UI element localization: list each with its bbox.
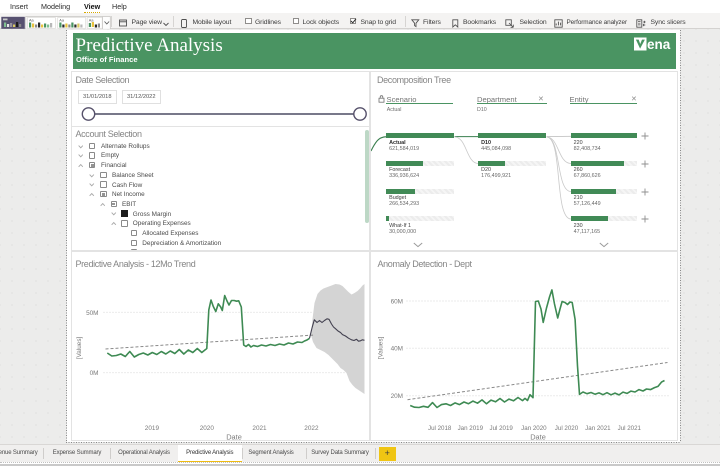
svg-text:Jul 2020: Jul 2020 [554, 425, 578, 432]
svg-text:60M: 60M [390, 298, 402, 305]
svg-text:[Values]: [Values] [76, 336, 83, 359]
svg-text:2019: 2019 [144, 425, 159, 432]
svg-text:ena: ena [647, 37, 671, 51]
svg-text:Aa: Aa [59, 19, 65, 23]
svg-text:Date: Date [530, 433, 546, 441]
svg-text:[Values]: [Values] [377, 336, 384, 359]
svg-text:Jan 2019: Jan 2019 [457, 425, 483, 432]
svg-text:Date: Date [226, 433, 242, 441]
svg-text:Jan 2020: Jan 2020 [521, 425, 547, 432]
svg-text:20M: 20M [390, 393, 402, 400]
svg-text:Jan 2021: Jan 2021 [585, 425, 611, 432]
svg-text:0M: 0M [89, 370, 98, 377]
svg-text:Jul 2021: Jul 2021 [617, 425, 641, 432]
svg-text:40M: 40M [390, 346, 402, 353]
svg-text:2020: 2020 [199, 425, 214, 432]
svg-text:Aa: Aa [29, 19, 35, 23]
svg-text:Jul 2019: Jul 2019 [489, 425, 513, 432]
svg-text:50M: 50M [86, 310, 98, 317]
svg-text:2022: 2022 [304, 425, 319, 432]
svg-text:Aa: Aa [89, 19, 95, 23]
svg-text:2021: 2021 [252, 425, 267, 432]
svg-text:Jul 2018: Jul 2018 [427, 425, 451, 432]
